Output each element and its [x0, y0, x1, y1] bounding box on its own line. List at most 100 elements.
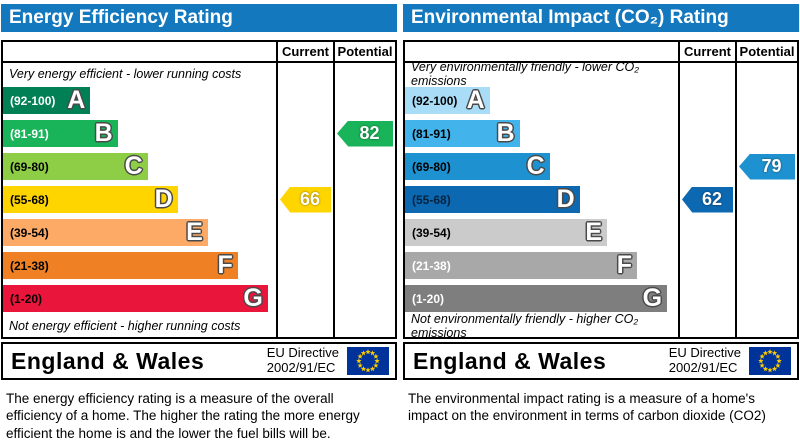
header-spacer-cell: [3, 42, 276, 63]
band-row-b: (81-91) B: [405, 117, 678, 150]
band-range: (92-100): [10, 93, 56, 108]
band-range: (55-68): [10, 192, 49, 207]
rating-bar-c: (69-80) C: [3, 153, 148, 180]
energy-rating-table: Current Potential Very energy efficient …: [1, 40, 397, 339]
potential-cell: [333, 84, 395, 117]
eu-directive-line2: 2002/91/EC: [266, 360, 336, 375]
region-label: England & Wales: [413, 347, 607, 374]
potential-column-header: Potential: [333, 42, 395, 63]
panel-energy-efficiency: Energy Efficiency Rating Current Potenti…: [1, 4, 397, 442]
potential-cell: [333, 183, 395, 216]
band-row-f: (21-38) F: [3, 249, 276, 282]
rating-bar-f: (21-38) F: [3, 252, 238, 279]
rating-bar-a: (92-100) A: [405, 87, 490, 114]
top-caption: Very environmentally friendly - lower CO…: [411, 59, 639, 88]
band-range: (81-91): [10, 126, 49, 141]
band-row-d: (55-68) D: [3, 183, 276, 216]
eu-directive-label: EU Directive 2002/91/EC: [668, 345, 741, 376]
rating-bar-g: (1-20) G: [3, 285, 268, 312]
current-cell: [276, 150, 333, 183]
potential-cell: [333, 282, 395, 315]
band-letter: E: [585, 218, 603, 246]
current-rating-value: 62: [701, 189, 723, 209]
current-cell: 66: [276, 183, 333, 216]
band-letter: G: [243, 284, 263, 312]
potential-column-header: Potential: [735, 42, 797, 63]
band-letter: D: [556, 185, 575, 213]
potential-cell: [735, 282, 797, 315]
current-cell: [678, 315, 735, 337]
band-row-c: (69-80) C: [405, 150, 678, 183]
band-range: (1-20): [412, 291, 445, 306]
current-cell: [276, 216, 333, 249]
band-row-e: (39-54) E: [3, 216, 276, 249]
rating-bar-g: (1-20) G: [405, 284, 668, 312]
current-cell: [678, 282, 735, 315]
footer-bar: England & Wales EU Directive 2002/91/EC: [1, 342, 397, 380]
band-row-b: (81-91) B: [3, 117, 276, 150]
current-cell: [678, 150, 735, 183]
current-cell: [678, 249, 735, 282]
eu-flag-icon: [749, 347, 791, 375]
band-letter: A: [67, 86, 86, 114]
band-letter: G: [642, 284, 663, 312]
potential-cell: [333, 216, 395, 249]
current-cell: [678, 63, 735, 84]
potential-cell: [333, 315, 395, 337]
current-rating-arrow: 66: [280, 186, 331, 213]
band-range: (39-54): [412, 225, 451, 240]
eu-flag-icon: [347, 347, 389, 375]
band-letter: F: [217, 251, 233, 279]
rating-bar-f: (21-38) F: [405, 251, 638, 279]
current-cell: 62: [678, 183, 735, 216]
current-column-header: Current: [678, 42, 735, 63]
band-row-e: (39-54) E: [405, 216, 678, 249]
band-range: (21-38): [412, 258, 451, 273]
rating-bar-c: (69-80) C: [405, 153, 550, 180]
current-rating-arrow: 62: [682, 186, 733, 213]
rating-bar-e: (39-54) E: [405, 218, 608, 246]
potential-rating-arrow: 79: [739, 153, 795, 180]
potential-rating-value: 79: [761, 156, 782, 176]
potential-rating-arrow: 82: [337, 120, 393, 147]
band-letter: A: [466, 86, 485, 114]
current-cell: [276, 282, 333, 315]
band-range: (39-54): [10, 225, 49, 240]
panel-environmental-impact: Environmental Impact (CO₂) Rating Curren…: [403, 4, 799, 442]
band-row-a: (92-100) A: [405, 84, 678, 117]
rating-bar-b: (81-91) B: [405, 120, 520, 147]
band-letter: F: [616, 251, 633, 279]
potential-cell: [735, 249, 797, 282]
band-range: (81-91): [412, 126, 451, 141]
band-row-d: (55-68) D: [405, 183, 678, 216]
current-cell: [678, 84, 735, 117]
band-row-f: (21-38) F: [405, 249, 678, 282]
co2-rating-table: Current Potential Very environmentally f…: [403, 40, 799, 340]
potential-cell: [735, 117, 797, 150]
current-rating-value: 66: [299, 189, 321, 209]
current-cell: [276, 84, 333, 117]
potential-cell: [333, 249, 395, 282]
current-cell: [678, 216, 735, 249]
rating-bar-a: (92-100) A: [3, 86, 91, 114]
band-range: (21-38): [10, 258, 49, 273]
eu-directive-line1: EU Directive: [266, 345, 339, 361]
co2-panel-title: Environmental Impact (CO₂) Rating: [403, 4, 799, 32]
band-letter: E: [186, 218, 203, 246]
potential-cell: 82: [333, 117, 395, 150]
potential-cell: [333, 63, 395, 84]
potential-cell: 79: [735, 150, 797, 183]
eu-directive-line1: EU Directive: [668, 345, 741, 361]
band-row-g: (1-20) G: [3, 282, 276, 315]
bottom-caption: Not energy efficient - higher running co…: [9, 319, 241, 333]
current-cell: [276, 249, 333, 282]
rating-bar-e: (39-54) E: [3, 219, 208, 246]
band-range: (92-100): [412, 93, 458, 108]
band-letter: D: [154, 185, 173, 213]
rating-bar-d: (55-68) D: [3, 186, 178, 213]
potential-cell: [735, 84, 797, 117]
current-cell: [276, 315, 333, 337]
co2-description: The environmental impact rating is a mea…: [408, 391, 766, 424]
epc-charts: Energy Efficiency Rating Current Potenti…: [1, 4, 799, 442]
potential-cell: [735, 216, 797, 249]
